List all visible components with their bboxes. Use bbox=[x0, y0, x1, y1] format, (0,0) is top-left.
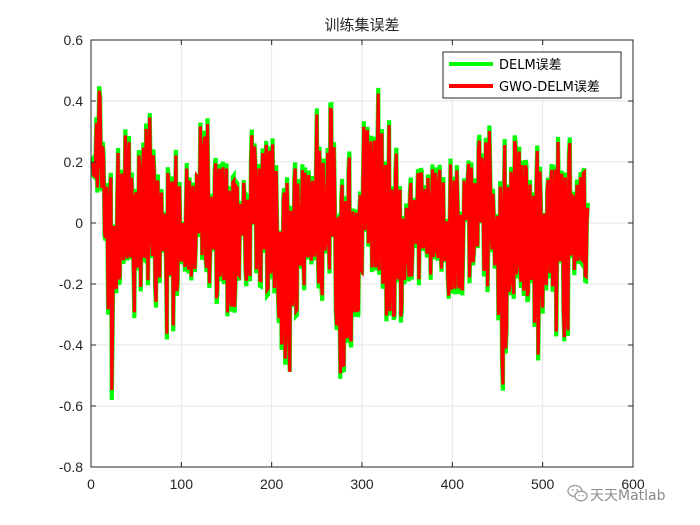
y-tick-label: 0.6 bbox=[64, 32, 84, 48]
legend: DELM误差 GWO-DELM误差 bbox=[442, 51, 622, 99]
chart-title: 训练集误差 bbox=[324, 16, 399, 34]
x-tick-label: 400 bbox=[441, 476, 465, 492]
legend-label-delm: DELM误差 bbox=[499, 58, 562, 73]
y-tick-label: 0.2 bbox=[64, 154, 84, 170]
series-line-1 bbox=[90, 90, 590, 391]
x-tick-label: 500 bbox=[531, 476, 555, 492]
x-tick-label: 600 bbox=[621, 476, 645, 492]
y-tick-label: -0.4 bbox=[59, 337, 83, 353]
legend-label-gwo-delm: GWO-DELM误差 bbox=[499, 80, 600, 95]
x-tick-label: 100 bbox=[170, 476, 194, 492]
y-tick-label: 0 bbox=[75, 215, 83, 231]
tick-labels: 0 100 200 300 400 500 600 -0.8 -0.6 -0.4 -0.2 0 0.2 0… bbox=[59, 32, 645, 492]
x-tick-label: 300 bbox=[350, 476, 374, 492]
x-tick-label: 0 bbox=[87, 476, 95, 492]
y-tick-label: -0.8 bbox=[59, 459, 83, 475]
x-tick-label: 200 bbox=[260, 476, 284, 492]
y-tick-label: 0.4 bbox=[64, 93, 84, 109]
y-tick-label: -0.6 bbox=[59, 398, 83, 414]
wechat-icon bbox=[567, 484, 588, 502]
legend-box bbox=[442, 51, 622, 99]
watermark: 天天Matlab bbox=[567, 484, 666, 504]
y-tick-label: -0.2 bbox=[59, 276, 83, 292]
tick-marks bbox=[90, 39, 634, 468]
series-layer bbox=[90, 86, 590, 401]
watermark-text: 天天Matlab bbox=[590, 488, 666, 504]
